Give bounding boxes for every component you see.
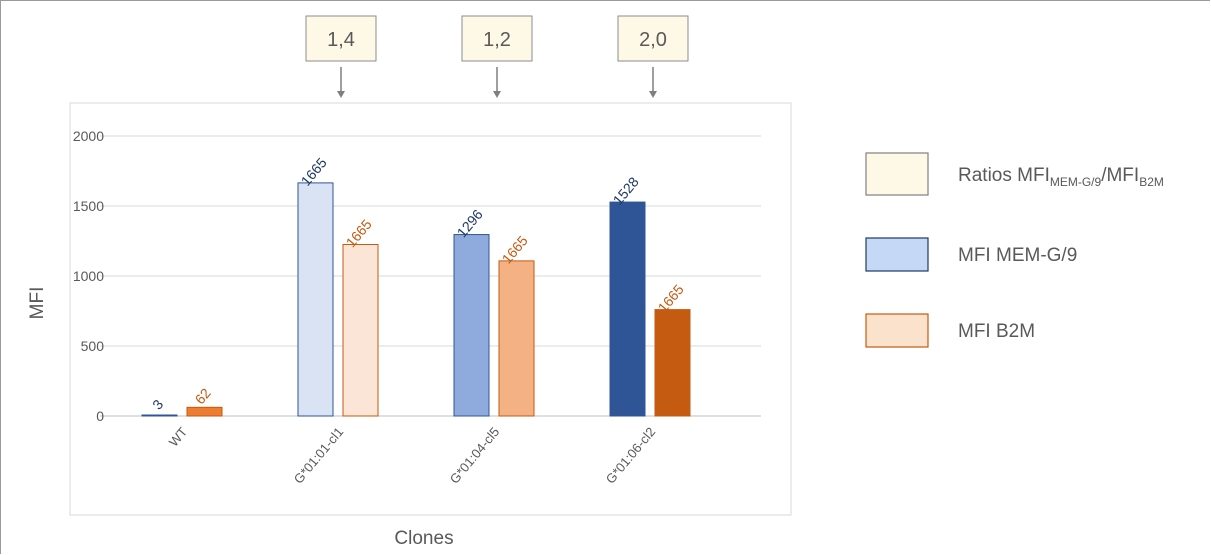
legend-swatch <box>865 237 929 272</box>
x-tick-label: G*01:04-cl5 <box>447 424 503 486</box>
x-axis-title: Clones <box>394 528 453 549</box>
bar-mem-g9 <box>141 414 178 417</box>
y-tick-label: 500 <box>81 338 105 354</box>
bar-b2m <box>186 406 223 417</box>
bar-mem-g9 <box>297 182 334 417</box>
ratio-arrowhead <box>649 91 657 98</box>
bars <box>141 182 691 417</box>
data-label: 62 <box>192 385 214 407</box>
bar-b2m <box>342 244 379 417</box>
legend-label: MFI MEM-G/9 <box>958 245 1077 266</box>
x-tick-label: G*01:06-cl2 <box>603 424 659 486</box>
bar-mem-g9 <box>609 201 646 417</box>
bar-mem-g9 <box>453 234 490 417</box>
x-tick-labels: WT G*01:01-cl1 G*01:04-cl5 G*01:06-cl2 <box>166 424 658 486</box>
y-tick-label: 1000 <box>73 268 104 284</box>
x-tick-label: G*01:01-cl1 <box>291 424 347 486</box>
legend-label: MFI B2M <box>958 321 1035 342</box>
y-axis-title: MFI <box>27 287 48 320</box>
bar-b2m <box>498 260 535 417</box>
ratio-value: 1,2 <box>483 29 511 51</box>
ratio-value: 1,4 <box>327 29 355 51</box>
legend: Ratios MFIMEM-G/9/MFIB2M MFI MEM-G/9 MFI B… <box>865 152 1164 348</box>
y-tick-label: 1500 <box>73 198 104 214</box>
ratio-callouts: 1,4 1,2 2,0 <box>305 15 689 98</box>
x-tick-label: WT <box>166 424 191 449</box>
legend-label: Ratios MFIMEM-G/9/MFIB2M <box>958 165 1164 189</box>
ratio-arrowhead <box>493 91 501 98</box>
ratio-value: 2,0 <box>639 29 667 51</box>
y-tick-labels: 0 500 1000 1500 2000 <box>73 128 104 424</box>
ratio-box <box>617 15 689 62</box>
bar-b2m <box>654 309 691 417</box>
data-label: 3 <box>149 396 166 412</box>
ratio-box <box>461 15 533 62</box>
legend-swatch <box>865 152 929 196</box>
legend-swatch <box>865 313 929 348</box>
plot-area-frame <box>69 102 792 516</box>
ratio-box <box>305 15 377 62</box>
ratio-arrowhead <box>337 91 345 98</box>
y-tick-label: 0 <box>96 408 104 424</box>
y-tick-label: 2000 <box>73 128 104 144</box>
